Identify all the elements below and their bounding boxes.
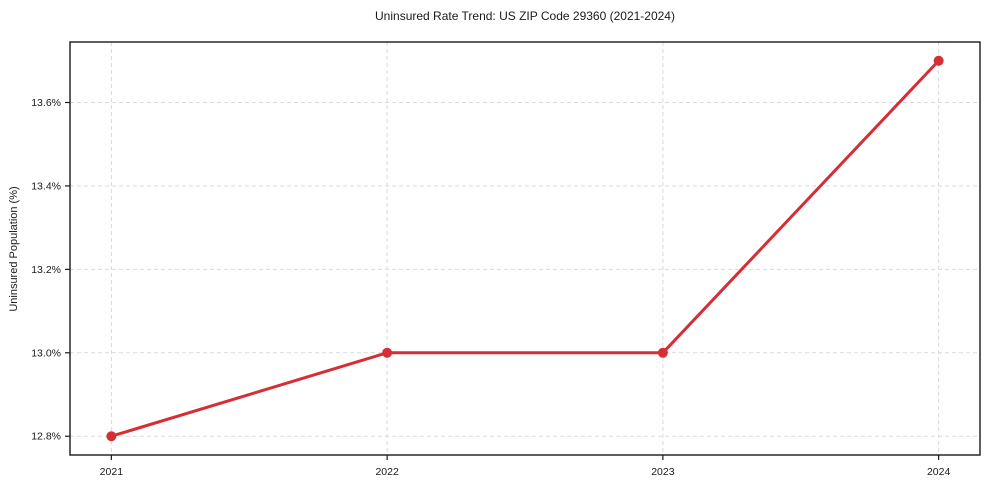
- x-tick-label: 2022: [375, 466, 399, 478]
- trend-line: [109, 59, 941, 438]
- data-point: [933, 55, 944, 66]
- data-point: [382, 347, 393, 358]
- y-tick-label: 13.2%: [31, 264, 61, 276]
- plot-border: [69, 41, 981, 456]
- y-tick-label: 12.8%: [31, 431, 61, 443]
- data-point: [657, 347, 668, 358]
- x-tick-label: 2023: [651, 466, 675, 478]
- chart-title: Uninsured Rate Trend: US ZIP Code 29360 …: [375, 9, 675, 23]
- y-tick-label: 13.4%: [31, 180, 61, 192]
- data-point: [106, 431, 117, 442]
- x-tick-label: 2021: [100, 466, 124, 478]
- x-tick-label: 2024: [927, 466, 951, 478]
- y-tick-label: 13.0%: [31, 347, 61, 359]
- y-tick-label: 13.6%: [31, 97, 61, 109]
